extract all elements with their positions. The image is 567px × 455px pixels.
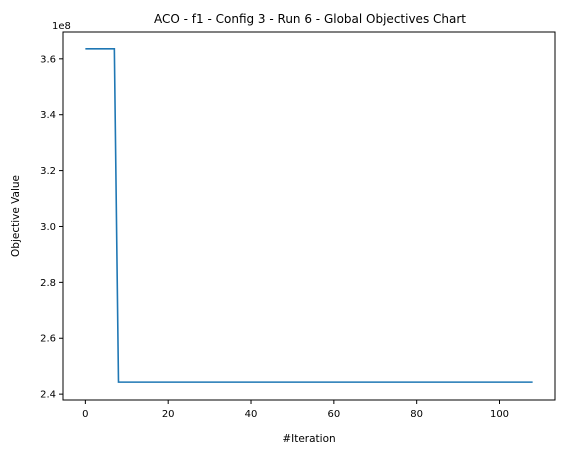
plot-series [85,47,533,383]
x-axis-label: #Iteration [282,433,335,445]
y-axis-offset-label: 1e8 [52,21,71,32]
y-tick-label: 3.0 [40,222,56,233]
chart-title: ACO - f1 - Config 3 - Run 6 - Global Obj… [154,12,466,26]
plot-frame [62,31,556,401]
x-axis-ticks: 0 20 40 60 80 100 [82,400,509,420]
y-tick-label: 3.2 [40,166,56,177]
y-tick-label: 2.6 [40,334,56,345]
y-tick-label: 2.4 [40,390,56,401]
y-tick-label: 3.4 [40,110,56,121]
y-axis-label: Objective Value [10,175,22,257]
x-tick-label: 80 [410,409,423,420]
y-axis-ticks: 2.4 2.6 2.8 3.0 3.2 3.4 3.6 [40,54,63,401]
y-tick-label: 2.8 [40,278,56,289]
x-tick-label: 20 [162,409,175,420]
y-tick-label: 3.6 [40,54,56,65]
x-tick-label: 100 [490,409,509,420]
x-tick-label: 40 [245,409,258,420]
x-tick-label: 60 [327,409,340,420]
series-line [85,47,533,383]
x-tick-label: 0 [82,409,88,420]
